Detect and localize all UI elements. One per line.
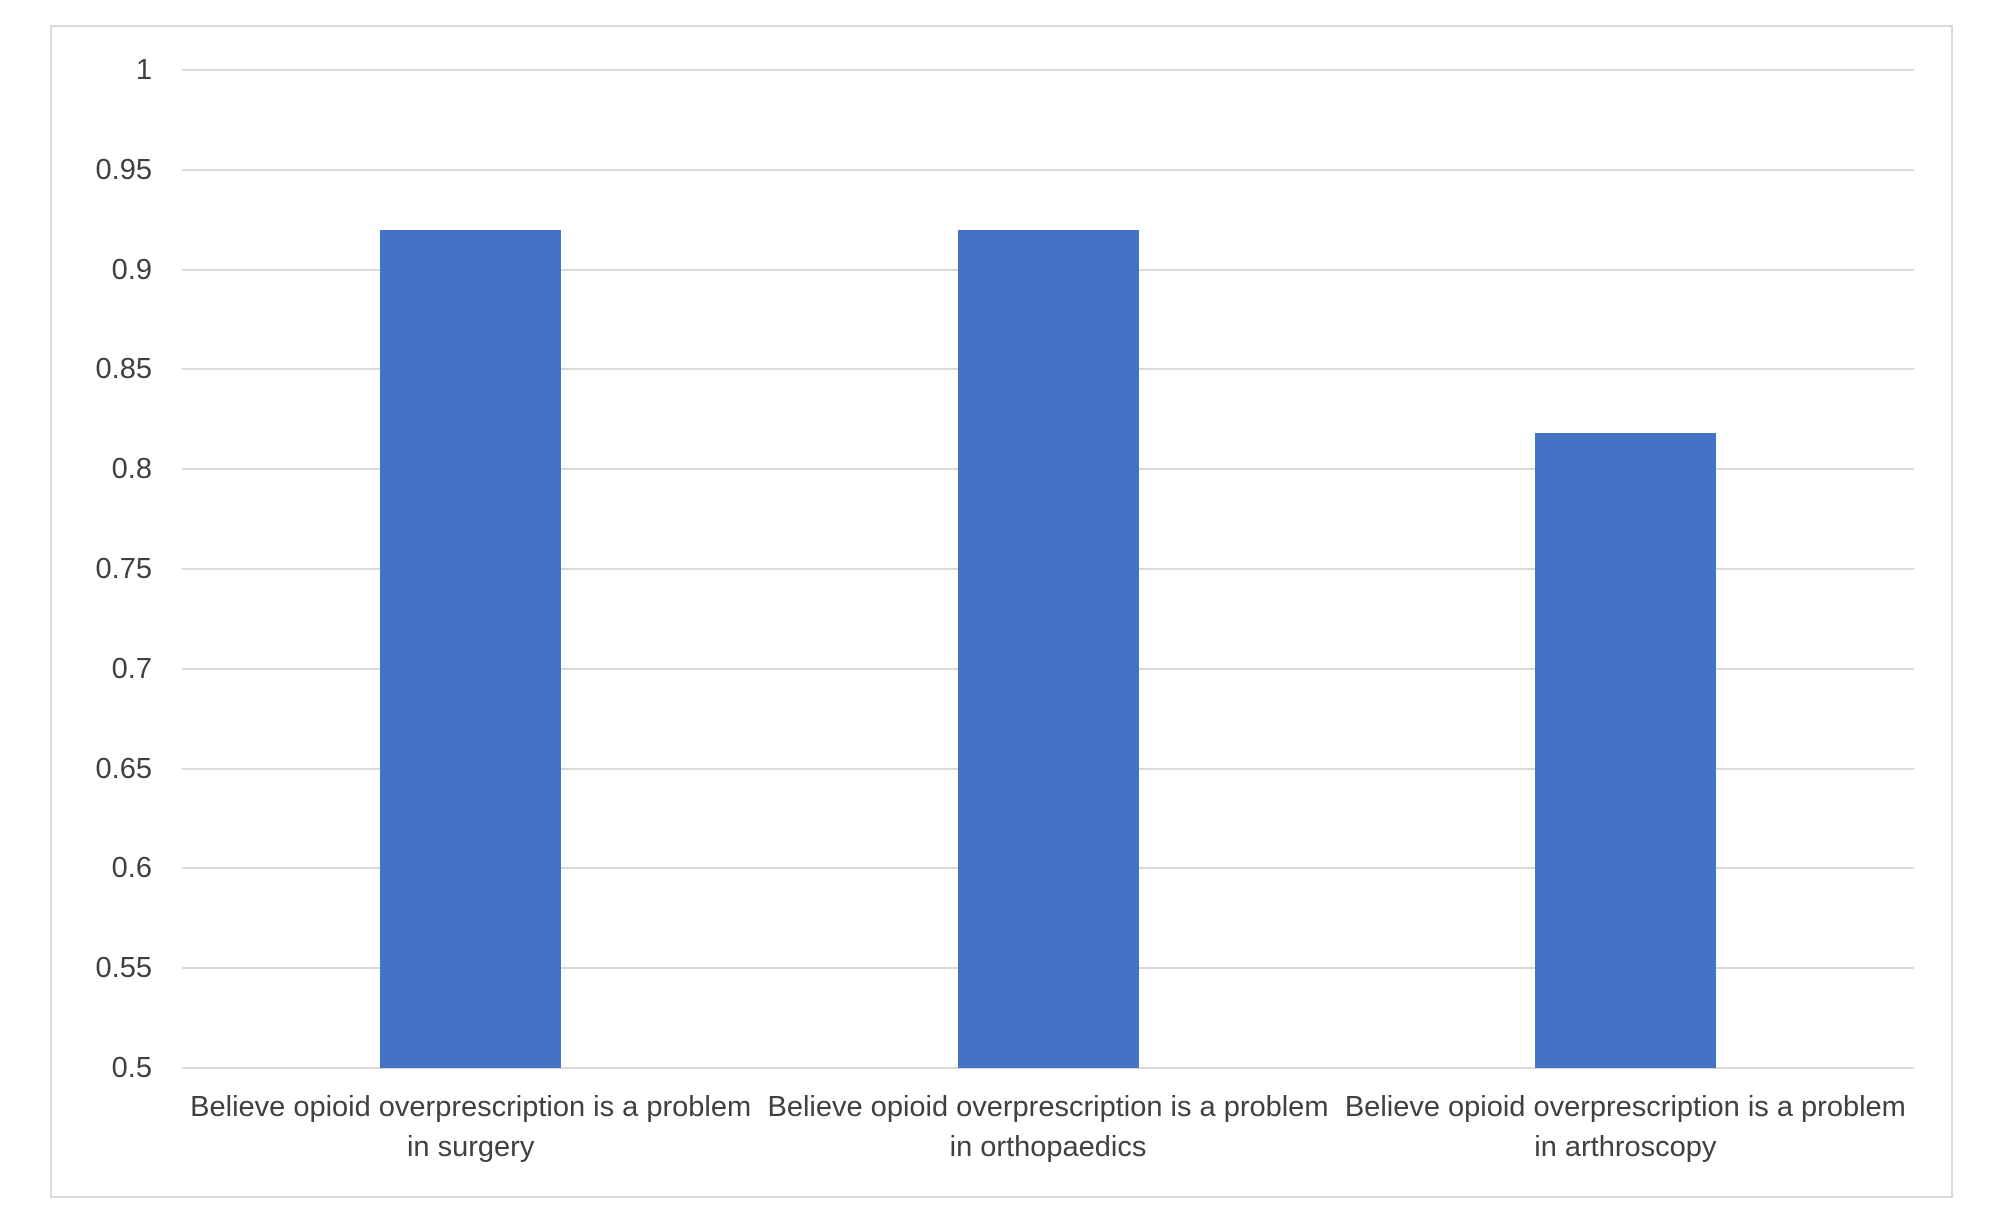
y-tick-label: 0.6 <box>111 852 152 885</box>
y-tick-label: 0.7 <box>111 652 152 685</box>
y-tick-label: 0.85 <box>95 353 152 386</box>
category-label: Believe opioid overprescription is a pro… <box>190 1091 752 1163</box>
y-tick-label: 0.95 <box>95 153 152 186</box>
bar <box>380 229 562 1068</box>
y-tick-label: 0.75 <box>95 553 152 585</box>
y-tick-label: 1 <box>135 54 152 86</box>
y-tick-label: 0.65 <box>95 752 152 785</box>
category-label: Believe opioid overprescription is a pro… <box>767 1091 1329 1163</box>
bar <box>957 229 1139 1068</box>
bar <box>1534 433 1716 1068</box>
gridline <box>182 1067 1914 1069</box>
category-label: Believe opioid overprescription is a pro… <box>1344 1091 1906 1163</box>
y-tick-label: 0.5 <box>111 1052 152 1084</box>
y-tick-label: 0.8 <box>111 453 152 486</box>
chart-frame: 1 0.95 0.9 0.85 0.8 0.75 0.7 0.65 0.6 0.55 0.5 Beli… <box>50 25 1953 1198</box>
gridline <box>182 168 1914 171</box>
gridline <box>182 69 1914 71</box>
y-tick-label: 0.55 <box>95 952 152 985</box>
y-tick-label: 0.9 <box>111 253 152 286</box>
